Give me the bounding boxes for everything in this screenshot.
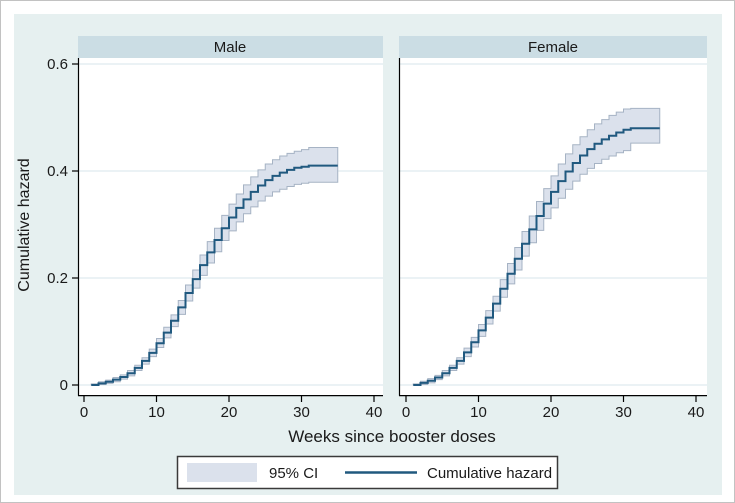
ci-band xyxy=(90,146,339,386)
panel-male-plot-content: 0 10 20 30 40 0 0.2 0.4 0.6 xyxy=(47,56,383,421)
hazard-line xyxy=(413,127,660,386)
panel-female-plot-area xyxy=(399,58,707,395)
hazard-line xyxy=(91,164,338,386)
panel-female: Female 0 10 20 30 40 xyxy=(398,36,707,421)
x-tick-label: 10 xyxy=(148,404,165,421)
panel-male-title: Male xyxy=(214,39,247,56)
x-tick-label: 40 xyxy=(366,404,383,421)
x-tick-label: 20 xyxy=(221,404,238,421)
x-tick-label: 10 xyxy=(470,404,487,421)
x-tick-label: 30 xyxy=(293,404,310,421)
panel-male: Male 0 10 20 30 40 0 0.2 0.4 0.6 xyxy=(47,36,383,421)
x-tick-label: 40 xyxy=(688,404,705,421)
ci-band xyxy=(412,107,661,386)
y-tick-label: 0 xyxy=(60,377,68,394)
legend-ci-swatch xyxy=(187,463,257,482)
x-tick-label: 20 xyxy=(543,404,560,421)
x-tick-label: 0 xyxy=(402,404,410,421)
legend: 95% CI Cumulative hazard xyxy=(176,455,559,490)
y-tick-label: 0.2 xyxy=(47,270,68,287)
x-tick-label: 30 xyxy=(615,404,632,421)
x-tick-label: 0 xyxy=(80,404,88,421)
panel-female-header xyxy=(399,36,707,58)
y-tick-label: 0.4 xyxy=(47,163,68,180)
panel-male-header xyxy=(78,36,383,58)
legend-ci-label: 95% CI xyxy=(269,465,318,482)
y-tick-label: 0.6 xyxy=(47,56,68,73)
x-axis-label: Weeks since booster doses xyxy=(288,427,496,446)
y-axis-label: Cumulative hazard xyxy=(16,158,33,291)
panel-female-plot-content: 0 10 20 30 40 xyxy=(398,58,707,421)
panel-female-title: Female xyxy=(528,39,578,56)
legend-hazard-label: Cumulative hazard xyxy=(427,465,552,482)
